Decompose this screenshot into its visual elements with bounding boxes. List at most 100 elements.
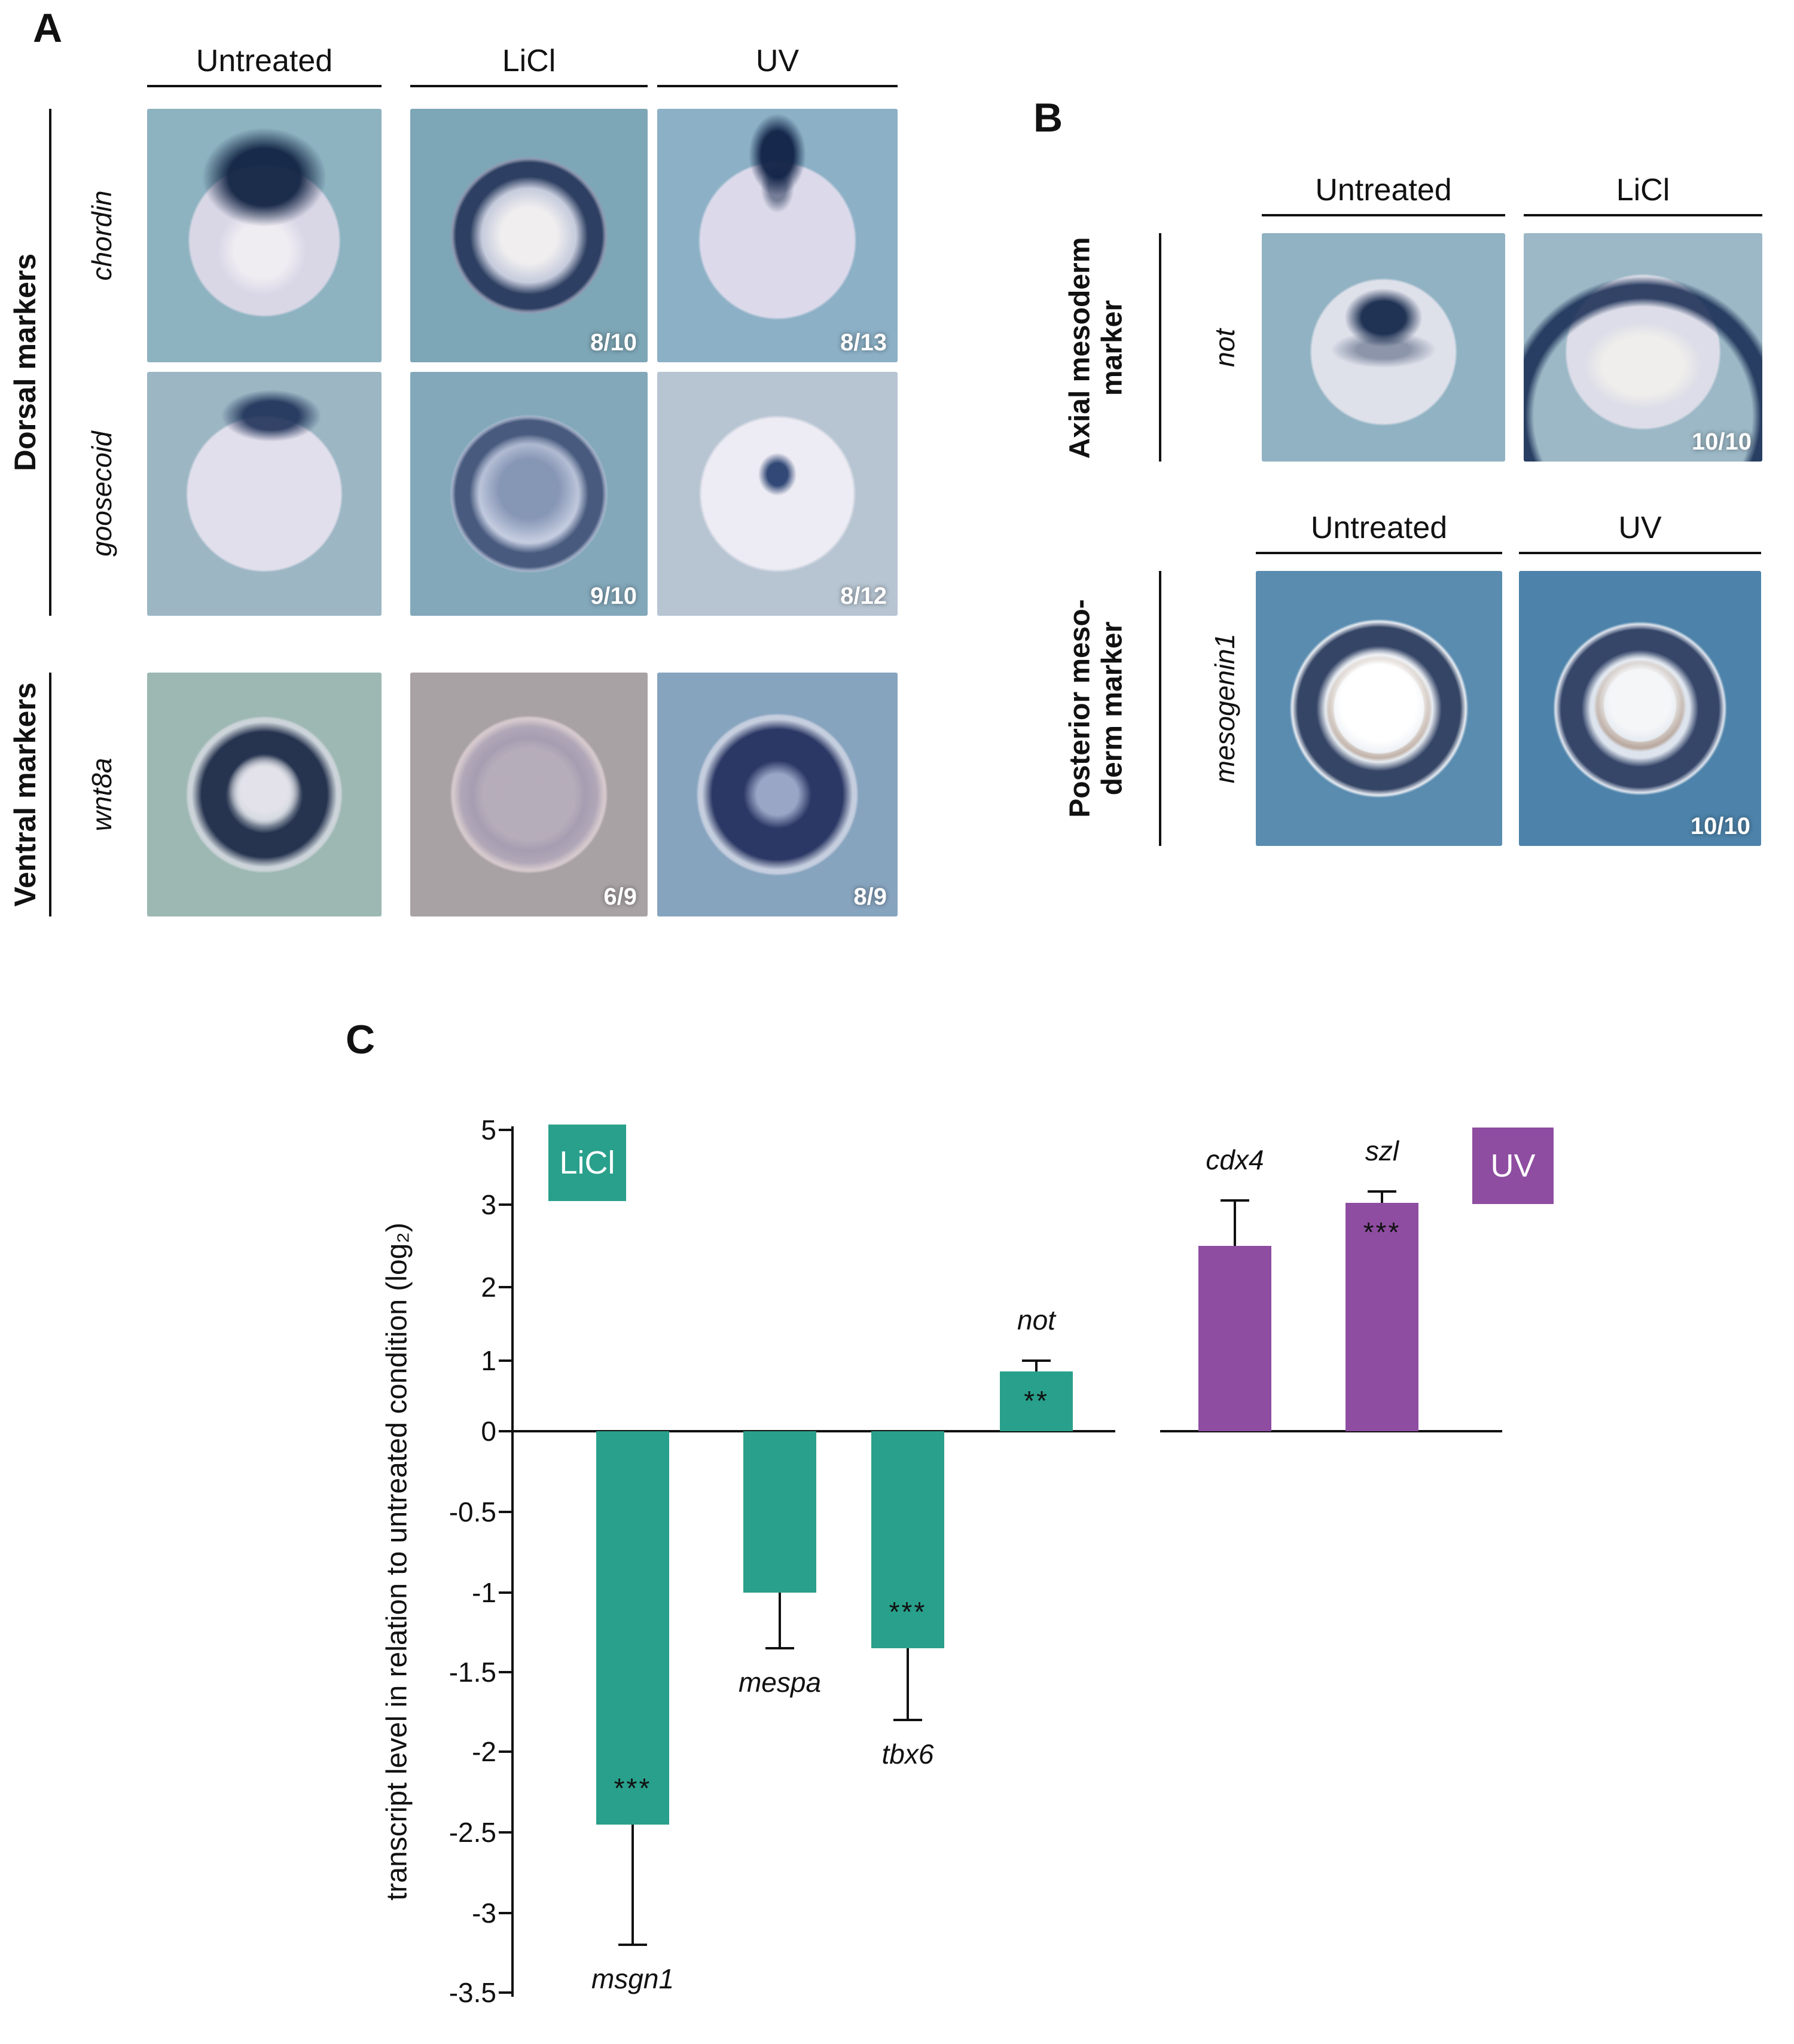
y-tick-label: -3.5	[448, 1977, 496, 2008]
embryo-photo-chordin-untreated	[147, 109, 382, 362]
legend-licl-label: LiCl	[559, 1145, 615, 1181]
bar-label-mespa: mespa	[738, 1667, 822, 1698]
error-cap-szl	[1368, 1190, 1396, 1193]
y-tick-mark	[499, 1203, 511, 1206]
embryo-count: 8/12	[840, 583, 887, 609]
embryo-photo-not-licl: 10/10	[1524, 233, 1762, 462]
panel-b-label: B	[1033, 95, 1063, 140]
y-tick-mark	[499, 1591, 511, 1594]
embryo-count: 8/13	[840, 329, 887, 356]
y-tick-label: -2	[472, 1736, 496, 1767]
embryo-photo-not-untreated	[1262, 233, 1505, 462]
posterior-marker-line1: Posterior meso-	[1064, 599, 1096, 818]
gene-label-mesogenin1: mesogenin1	[1209, 633, 1240, 784]
error-bar-szl	[1381, 1191, 1383, 1203]
group-label-axial-mesoderm-marker: Axial mesoderm marker	[1064, 219, 1128, 476]
embryo-photo-wnt8a-untreated	[147, 673, 382, 916]
y-tick-mark	[499, 1991, 511, 1994]
y-tick-label: 3	[481, 1189, 496, 1220]
error-cap-cdx4	[1221, 1199, 1249, 1202]
panel-a-label: A	[33, 5, 63, 51]
y-tick-label: 5	[481, 1114, 496, 1145]
group-label-posterior-mesoderm-marker: Posterior meso- derm marker	[1064, 568, 1128, 849]
y-tick-mark	[499, 1511, 511, 1513]
error-cap-tbx6	[893, 1718, 922, 1721]
embryo-count: 10/10	[1691, 429, 1752, 455]
bar-msgn1	[596, 1431, 669, 1825]
embryo-photo-mesogenin1-untreated	[1256, 571, 1502, 846]
column-header-untreated: Untreated	[147, 43, 382, 87]
y-tick-label: 2	[481, 1272, 496, 1303]
y-tick-mark	[499, 1129, 511, 1131]
significance-szl: ***	[1363, 1216, 1401, 1248]
dorsal-markers-bracket-line	[49, 109, 51, 616]
significance-not: **	[1024, 1385, 1049, 1416]
bar-label-not: not	[1017, 1304, 1055, 1336]
column-header-licl-not: LiCl	[1524, 172, 1762, 216]
bar-not	[1000, 1371, 1073, 1431]
y-tick-label: -1	[472, 1577, 496, 1608]
error-bar-mespa	[779, 1593, 781, 1649]
embryo-photo-wnt8a-uv: 8/9	[657, 673, 898, 916]
group-label-ventral-markers: Ventral markers	[8, 682, 42, 907]
column-header-untreated-msgn: Untreated	[1256, 510, 1502, 554]
error-bar-tbx6	[907, 1648, 909, 1720]
y-tick-mark	[499, 1912, 511, 1914]
y-tick-label: -3	[472, 1898, 496, 1929]
panel-c-label: C	[346, 1017, 376, 1062]
ventral-markers-bracket-line	[49, 673, 51, 916]
embryo-count: 6/9	[603, 884, 637, 910]
column-header-uv-msgn: UV	[1519, 510, 1761, 554]
embryo-count: 10/10	[1690, 813, 1750, 839]
embryo-photo-goosecoid-untreated	[147, 372, 382, 616]
embryo-photo-chordin-uv: 8/13	[657, 109, 898, 362]
embryo-photo-goosecoid-uv: 8/12	[657, 372, 898, 616]
embryo-photo-goosecoid-licl: 9/10	[410, 372, 648, 616]
group-label-dorsal-markers: Dorsal markers	[8, 253, 42, 472]
embryo-count: 9/10	[590, 583, 637, 609]
x-baseline-uv-group	[1160, 1430, 1502, 1432]
axial-marker-line1: Axial mesoderm	[1064, 237, 1096, 459]
bar-mespa	[743, 1431, 816, 1593]
bar-label-tbx6: tbx6	[881, 1738, 934, 1770]
bar-label-cdx4: cdx4	[1206, 1144, 1264, 1175]
y-tick-label: -0.5	[448, 1496, 496, 1527]
axial-marker-line2: marker	[1096, 300, 1128, 396]
error-bar-not	[1035, 1361, 1038, 1371]
embryo-photo-mesogenin1-uv: 10/10	[1519, 571, 1761, 846]
legend-uv: UV	[1472, 1128, 1554, 1204]
y-tick-label: 0	[481, 1416, 496, 1447]
y-tick-mark	[499, 1359, 511, 1362]
bar-szl	[1346, 1202, 1418, 1431]
column-header-uv: UV	[657, 43, 898, 87]
bar-label-msgn1: msgn1	[591, 1963, 675, 1995]
bar-cdx4	[1198, 1246, 1271, 1431]
legend-licl: LiCl	[548, 1125, 626, 1201]
embryo-count: 8/10	[590, 329, 637, 356]
axial-marker-bracket-line	[1159, 233, 1161, 462]
y-tick-mark	[499, 1671, 511, 1673]
error-cap-msgn1	[618, 1944, 647, 1947]
bar-tbx6	[871, 1431, 944, 1649]
embryo-photo-wnt8a-licl: 6/9	[410, 673, 648, 916]
y-axis-line	[511, 1126, 514, 1997]
embryo-count: 8/9	[853, 884, 887, 910]
y-tick-mark	[499, 1831, 511, 1834]
y-tick-label: 1	[481, 1345, 496, 1376]
posterior-marker-line2: derm marker	[1096, 621, 1128, 796]
error-cap-mespa	[765, 1647, 794, 1650]
embryo-photo-chordin-licl: 8/10	[410, 109, 648, 362]
gene-label-chordin: chordin	[86, 190, 117, 281]
gene-label-wnt8a: wnt8a	[86, 757, 117, 832]
posterior-marker-bracket-line	[1159, 571, 1161, 846]
error-bar-cdx4	[1234, 1200, 1236, 1246]
y-tick-mark	[499, 1286, 511, 1288]
significance-tbx6: ***	[889, 1596, 927, 1628]
y-tick-label: -2.5	[448, 1817, 496, 1848]
error-cap-not	[1022, 1359, 1051, 1362]
error-bar-msgn1	[631, 1824, 634, 1945]
y-tick-label: -1.5	[448, 1657, 496, 1688]
column-header-untreated-not: Untreated	[1262, 172, 1505, 216]
bar-label-szl: szl	[1365, 1135, 1399, 1167]
